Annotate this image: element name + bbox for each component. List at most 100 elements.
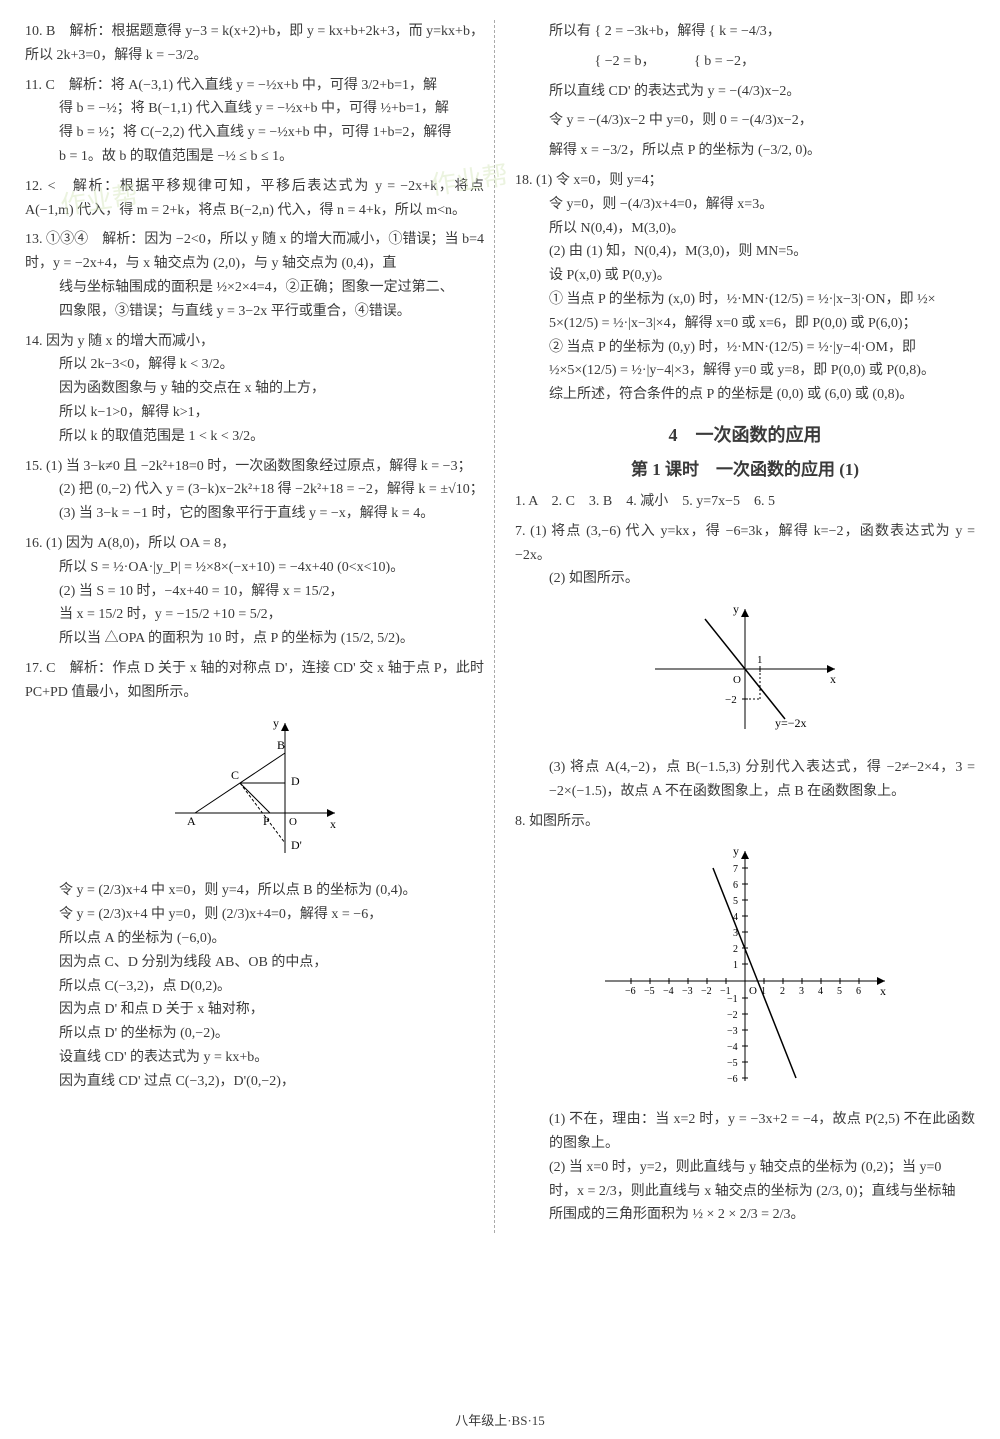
svg-text:−2: −2: [701, 986, 712, 997]
text-line: 13. ①③④ 解析：因为 −2<0，所以 y 随 x 的增大而减小，①错误；当…: [25, 228, 484, 276]
text-line: (1) 不在，理由：当 x=2 时，y = −3x+2 = −4，故点 P(2,…: [515, 1108, 975, 1156]
text-line: 7. (1) 将点 (3,−6) 代入 y=kx，得 −6=3k，解得 k=−2…: [515, 520, 975, 568]
solution-7: 7. (1) 将点 (3,−6) 代入 y=kx，得 −6=3k，解得 k=−2…: [515, 520, 975, 804]
text-line: 11. C 解析：将 A(−3,1) 代入直线 y = −½x+b 中，可得 3…: [25, 74, 484, 98]
text-line: 16. (1) 因为 A(8,0)，所以 OA = 8，: [25, 532, 484, 556]
text-line: 所以 N(0,4)，M(3,0)。: [515, 217, 975, 241]
text-line: 解得 x = −3/2，所以点 P 的坐标为 (−3/2, 0)。: [515, 139, 975, 163]
svg-text:−6: −6: [625, 986, 636, 997]
text-line: 线与坐标轴围成的面积是 ½×2×4=4，②正确；图象一定过第二、: [25, 276, 484, 300]
solution-8: 8. 如图所示。 x y O −6 −5 −4 −3: [515, 810, 975, 1228]
svg-text:P: P: [263, 814, 270, 828]
page-footer: 八年级上·BS·15: [0, 1410, 1000, 1429]
text-line: 令 y = (2/3)x+4 中 y=0，则 (2/3)x+4=0，解得 x =…: [25, 903, 484, 927]
text-line: ½×5×(12/5) = ½·|y−4|×3，解得 y=0 或 y=8，即 P(…: [515, 359, 975, 383]
text-line: (2) 把 (0,−2) 代入 y = (3−k)x−2k²+18 得 −2k²…: [25, 478, 484, 502]
text-line: 因为点 C、D 分别为线段 AB、OB 的中点，: [25, 951, 484, 975]
text-line: 15. (1) 当 3−k≠0 且 −2k²+18=0 时，一次函数图象经过原点…: [25, 455, 484, 479]
svg-text:4: 4: [818, 986, 823, 997]
svg-text:C: C: [231, 768, 239, 782]
svg-text:5: 5: [733, 896, 738, 907]
text-line: 综上所述，符合条件的点 P 的坐标是 (0,0) 或 (6,0) 或 (0,8)…: [515, 383, 975, 407]
svg-text:y: y: [733, 844, 739, 858]
text-line: 5×(12/5) = ½·|x−3|×4，解得 x=0 或 x=6，即 P(0,…: [515, 312, 975, 336]
text-line: 所以有 { 2 = −3k+b，解得 { k = −4/3，: [515, 20, 975, 44]
solution-13: 13. ①③④ 解析：因为 −2<0，所以 y 随 x 的增大而减小，①错误；当…: [25, 228, 484, 323]
svg-text:−5: −5: [644, 986, 655, 997]
text-line: 所以 2k−3<0，解得 k < 3/2。: [25, 353, 484, 377]
svg-text:1: 1: [733, 960, 738, 971]
text-line: 因为点 D' 和点 D 关于 x 轴对称，: [25, 998, 484, 1022]
text-line: ② 当点 P 的坐标为 (0,y) 时，½·MN·(12/5) = ½·|y−4…: [515, 336, 975, 360]
svg-text:y=−2x: y=−2x: [775, 716, 807, 730]
svg-text:2: 2: [780, 986, 785, 997]
svg-text:O: O: [289, 816, 297, 828]
text-line: 所围成的三角形面积为 ½ × 2 × 2/3 = 2/3。: [515, 1203, 975, 1227]
text-line: { −2 = b， { b = −2，: [515, 50, 975, 74]
text-line: (3) 当 3−k = −1 时，它的图象平行于直线 y = −x，解得 k =…: [25, 502, 484, 526]
text-line: 所以 S = ½·OA·|y_P| = ½×8×(−x+10) = −4x+40…: [25, 556, 484, 580]
svg-text:−3: −3: [682, 986, 693, 997]
text-line: 令 y=0，则 −(4/3)x+4=0，解得 x=3。: [515, 193, 975, 217]
svg-text:−5: −5: [727, 1058, 738, 1069]
text-line: (2) 当 S = 10 时，−4x+40 = 10，解得 x = 15/2，: [25, 580, 484, 604]
text-line: 8. 如图所示。: [515, 810, 975, 834]
svg-text:x: x: [330, 817, 336, 831]
svg-text:D: D: [291, 774, 300, 788]
text-line: 所以直线 CD' 的表达式为 y = −(4/3)x−2。: [515, 80, 975, 104]
text-line: 令 y = (2/3)x+4 中 x=0，则 y=4，所以点 B 的坐标为 (0…: [25, 879, 484, 903]
svg-text:−2: −2: [727, 1010, 738, 1021]
svg-text:5: 5: [837, 986, 842, 997]
figure-8: x y O −6 −5 −4 −3 −2 −1 1 2 3 4: [515, 841, 975, 1100]
text-line: 得 b = −½；将 B(−1,1) 代入直线 y = −½x+b 中，可得 ½…: [25, 97, 484, 121]
svg-text:−1: −1: [727, 994, 738, 1005]
left-column: 10. B 解析：根据题意得 y−3 = k(x+2)+b，即 y = kx+b…: [25, 20, 495, 1233]
svg-text:y: y: [733, 602, 739, 616]
text-line: (3) 将点 A(4,−2)，点 B(−1.5,3) 分别代入表达式，得 −2≠…: [515, 756, 975, 804]
text-line: 17. C 解析：作点 D 关于 x 轴的对称点 D'，连接 CD' 交 x 轴…: [25, 657, 484, 705]
figure-17: x y O A B C D D' P: [25, 713, 484, 872]
solution-14: 14. 因为 y 随 x 的增大而减小， 所以 2k−3<0，解得 k < 3/…: [25, 330, 484, 449]
svg-text:1: 1: [757, 654, 763, 666]
svg-text:7: 7: [733, 864, 738, 875]
solution-18: 18. (1) 令 x=0，则 y=4； 令 y=0，则 −(4/3)x+4=0…: [515, 169, 975, 407]
text-line: 当 x = 15/2 时，y = −15/2 +10 = 5/2，: [25, 603, 484, 627]
text-line: b = 1。故 b 的取值范围是 −½ ≤ b ≤ 1。: [25, 145, 484, 169]
solution-15: 15. (1) 当 3−k≠0 且 −2k²+18=0 时，一次函数图象经过原点…: [25, 455, 484, 526]
text-line: 18. (1) 令 x=0，则 y=4；: [515, 169, 975, 193]
text-line: 设直线 CD' 的表达式为 y = kx+b。: [25, 1046, 484, 1070]
svg-text:3: 3: [799, 986, 804, 997]
figure-7: x y O 1 −2 y=−2x: [515, 599, 975, 748]
text-line: 所以 k−1>0，解得 k>1，: [25, 401, 484, 425]
text-line: 设 P(x,0) 或 P(0,y)。: [515, 264, 975, 288]
text-line: 因为函数图象与 y 轴的交点在 x 轴的上方，: [25, 377, 484, 401]
section-title: 4 一次函数的应用: [515, 421, 975, 447]
text-line: ① 当点 P 的坐标为 (x,0) 时，½·MN·(12/5) = ½·|x−3…: [515, 288, 975, 312]
svg-text:x: x: [880, 984, 886, 998]
text-line: (2) 如图所示。: [515, 567, 975, 591]
svg-text:y: y: [273, 716, 279, 730]
solution-10: 10. B 解析：根据题意得 y−3 = k(x+2)+b，即 y = kx+b…: [25, 20, 484, 68]
svg-text:−3: −3: [727, 1026, 738, 1037]
solution-11: 11. C 解析：将 A(−3,1) 代入直线 y = −½x+b 中，可得 3…: [25, 74, 484, 169]
svg-text:x: x: [830, 672, 836, 686]
text-line: 所以点 A 的坐标为 (−6,0)。: [25, 927, 484, 951]
text-line: (2) 由 (1) 知，N(0,4)，M(3,0)，则 MN=5。: [515, 240, 975, 264]
text-line: 时，x = 2/3，则此直线与 x 轴交点的坐标为 (2/3, 0)；直线与坐标…: [515, 1180, 975, 1204]
text-line: 四象限，③错误；与直线 y = 3−2x 平行或重合，④错误。: [25, 300, 484, 324]
text-line: 所以 k 的取值范围是 1 < k < 3/2。: [25, 425, 484, 449]
lesson-title: 第 1 课时 一次函数的应用 (1): [515, 455, 975, 480]
text-line: 得 b = ½；将 C(−2,2) 代入直线 y = −½x+b 中，可得 1+…: [25, 121, 484, 145]
svg-text:−4: −4: [727, 1042, 738, 1053]
text-line: 因为直线 CD' 过点 C(−3,2)，D'(0,−2)，: [25, 1070, 484, 1094]
text-line: 所以当 △OPA 的面积为 10 时，点 P 的坐标为 (15/2, 5/2)。: [25, 627, 484, 651]
solution-12: 12. < 解析：根据平移规律可知，平移后表达式为 y = −2x+k，将点 A…: [25, 175, 484, 223]
solution-17: 17. C 解析：作点 D 关于 x 轴的对称点 D'，连接 CD' 交 x 轴…: [25, 657, 484, 1094]
svg-text:B: B: [277, 738, 285, 752]
text-line: 所以点 C(−3,2)，点 D(0,2)。: [25, 975, 484, 999]
text-line: 令 y = −(4/3)x−2 中 y=0，则 0 = −(4/3)x−2，: [515, 109, 975, 133]
page-container: 10. B 解析：根据题意得 y−3 = k(x+2)+b，即 y = kx+b…: [0, 0, 1000, 1243]
right-column: 所以有 { 2 = −3k+b，解得 { k = −4/3， { −2 = b，…: [505, 20, 975, 1233]
svg-text:6: 6: [856, 986, 861, 997]
text-line: (2) 当 x=0 时，y=2，则此直线与 y 轴交点的坐标为 (0,2)；当 …: [515, 1156, 975, 1180]
